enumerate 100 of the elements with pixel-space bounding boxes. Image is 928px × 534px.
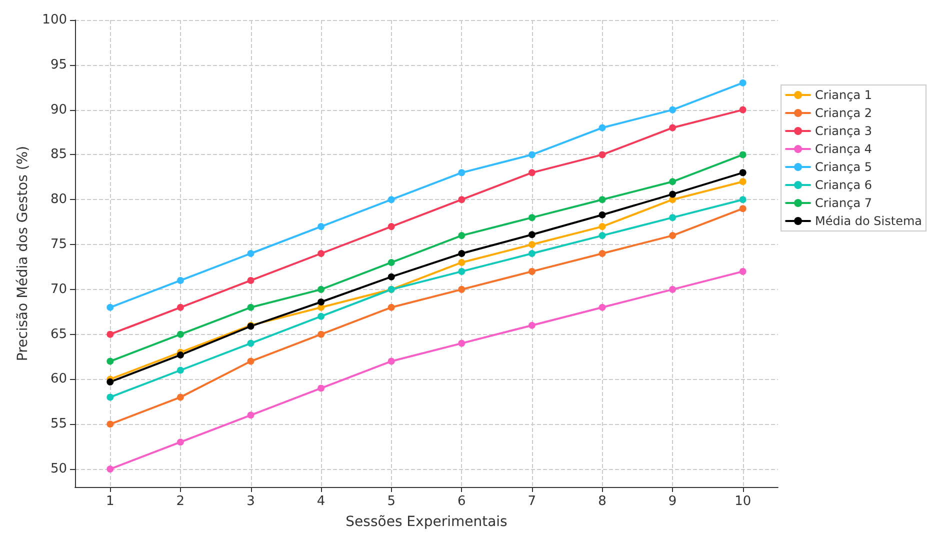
point	[669, 124, 676, 132]
point	[106, 358, 114, 365]
legend-label: Criança 7	[815, 196, 872, 210]
point	[106, 330, 114, 338]
point	[669, 106, 676, 114]
point	[318, 312, 325, 320]
point	[176, 330, 184, 338]
point	[106, 304, 114, 311]
point	[528, 241, 536, 248]
point	[388, 273, 395, 280]
point	[176, 351, 184, 358]
y-tick-label: 65	[50, 326, 67, 342]
point	[739, 205, 746, 212]
point	[106, 378, 114, 386]
point	[106, 394, 114, 401]
point	[106, 420, 114, 428]
point	[669, 232, 676, 240]
point	[318, 223, 325, 230]
y-tick-label: 70	[50, 282, 67, 297]
point	[458, 232, 466, 240]
point	[739, 268, 746, 275]
point	[247, 250, 254, 257]
point	[528, 169, 536, 176]
point	[318, 250, 325, 257]
point	[458, 340, 466, 347]
y-tick-label: 75	[50, 237, 67, 252]
legend-label: Criança 2	[815, 106, 872, 120]
point	[669, 214, 676, 222]
point	[739, 151, 746, 158]
point	[528, 250, 536, 257]
point	[247, 276, 254, 284]
point	[176, 394, 184, 401]
x-tick-label: 1	[106, 494, 114, 509]
point	[458, 169, 466, 176]
point	[669, 190, 676, 198]
point	[318, 330, 325, 338]
y-tick-label: 100	[42, 12, 67, 28]
x-tick-label: 9	[668, 494, 677, 509]
point	[598, 223, 606, 230]
point	[247, 358, 254, 365]
point	[739, 169, 746, 176]
y-axis-title: Precisão Média dos Gestos (%)	[15, 146, 31, 362]
x-tick-label: 3	[246, 494, 255, 509]
point	[318, 384, 325, 392]
x-tick-label: 7	[528, 494, 536, 509]
point	[598, 232, 606, 240]
y-tick-label: 90	[50, 102, 67, 118]
legend-label: Média do Sistema	[815, 214, 922, 228]
point	[739, 178, 746, 186]
point	[458, 286, 466, 293]
point	[598, 151, 606, 158]
point	[388, 196, 395, 204]
point	[739, 196, 746, 204]
point	[528, 214, 536, 222]
point	[388, 258, 395, 266]
point	[598, 304, 606, 311]
point	[388, 358, 395, 365]
y-tick-label: 95	[50, 57, 67, 72]
point	[458, 250, 466, 257]
legend-label: Criança 5	[815, 160, 872, 174]
point	[669, 178, 676, 186]
y-tick-label: 55	[50, 416, 67, 432]
point	[106, 466, 114, 473]
point	[528, 268, 536, 275]
point	[388, 304, 395, 311]
y-tick-label: 60	[50, 372, 67, 387]
point	[598, 196, 606, 204]
point	[176, 276, 184, 284]
point	[247, 340, 254, 347]
legend-label: Criança 3	[815, 124, 872, 138]
y-tick-label: 85	[50, 147, 67, 162]
point	[598, 124, 606, 132]
point	[598, 250, 606, 257]
point	[176, 438, 184, 446]
point	[458, 268, 466, 275]
x-tick-label: 6	[458, 494, 466, 509]
point	[318, 286, 325, 293]
point	[247, 304, 254, 311]
point	[247, 412, 254, 419]
x-tick-label: 8	[598, 494, 606, 509]
point	[458, 258, 466, 266]
legend-label: Criança 6	[815, 178, 872, 192]
point	[739, 79, 746, 86]
point	[176, 304, 184, 311]
y-tick-label: 80	[50, 192, 67, 208]
point	[176, 366, 184, 374]
point	[388, 223, 395, 230]
point	[669, 286, 676, 293]
point	[528, 231, 536, 238]
x-tick-label: 5	[387, 494, 396, 509]
point	[528, 151, 536, 158]
x-tick-label: 2	[176, 494, 185, 509]
x-tick-label: 10	[734, 494, 752, 509]
x-tick-label: 4	[316, 494, 326, 509]
x-axis-title: Sessões Experimentais	[346, 514, 508, 530]
y-tick-label: 50	[50, 462, 67, 477]
legend-label: Criança 1	[815, 88, 872, 102]
point	[739, 106, 746, 114]
legend-label: Criança 4	[815, 142, 872, 156]
point	[598, 211, 606, 218]
